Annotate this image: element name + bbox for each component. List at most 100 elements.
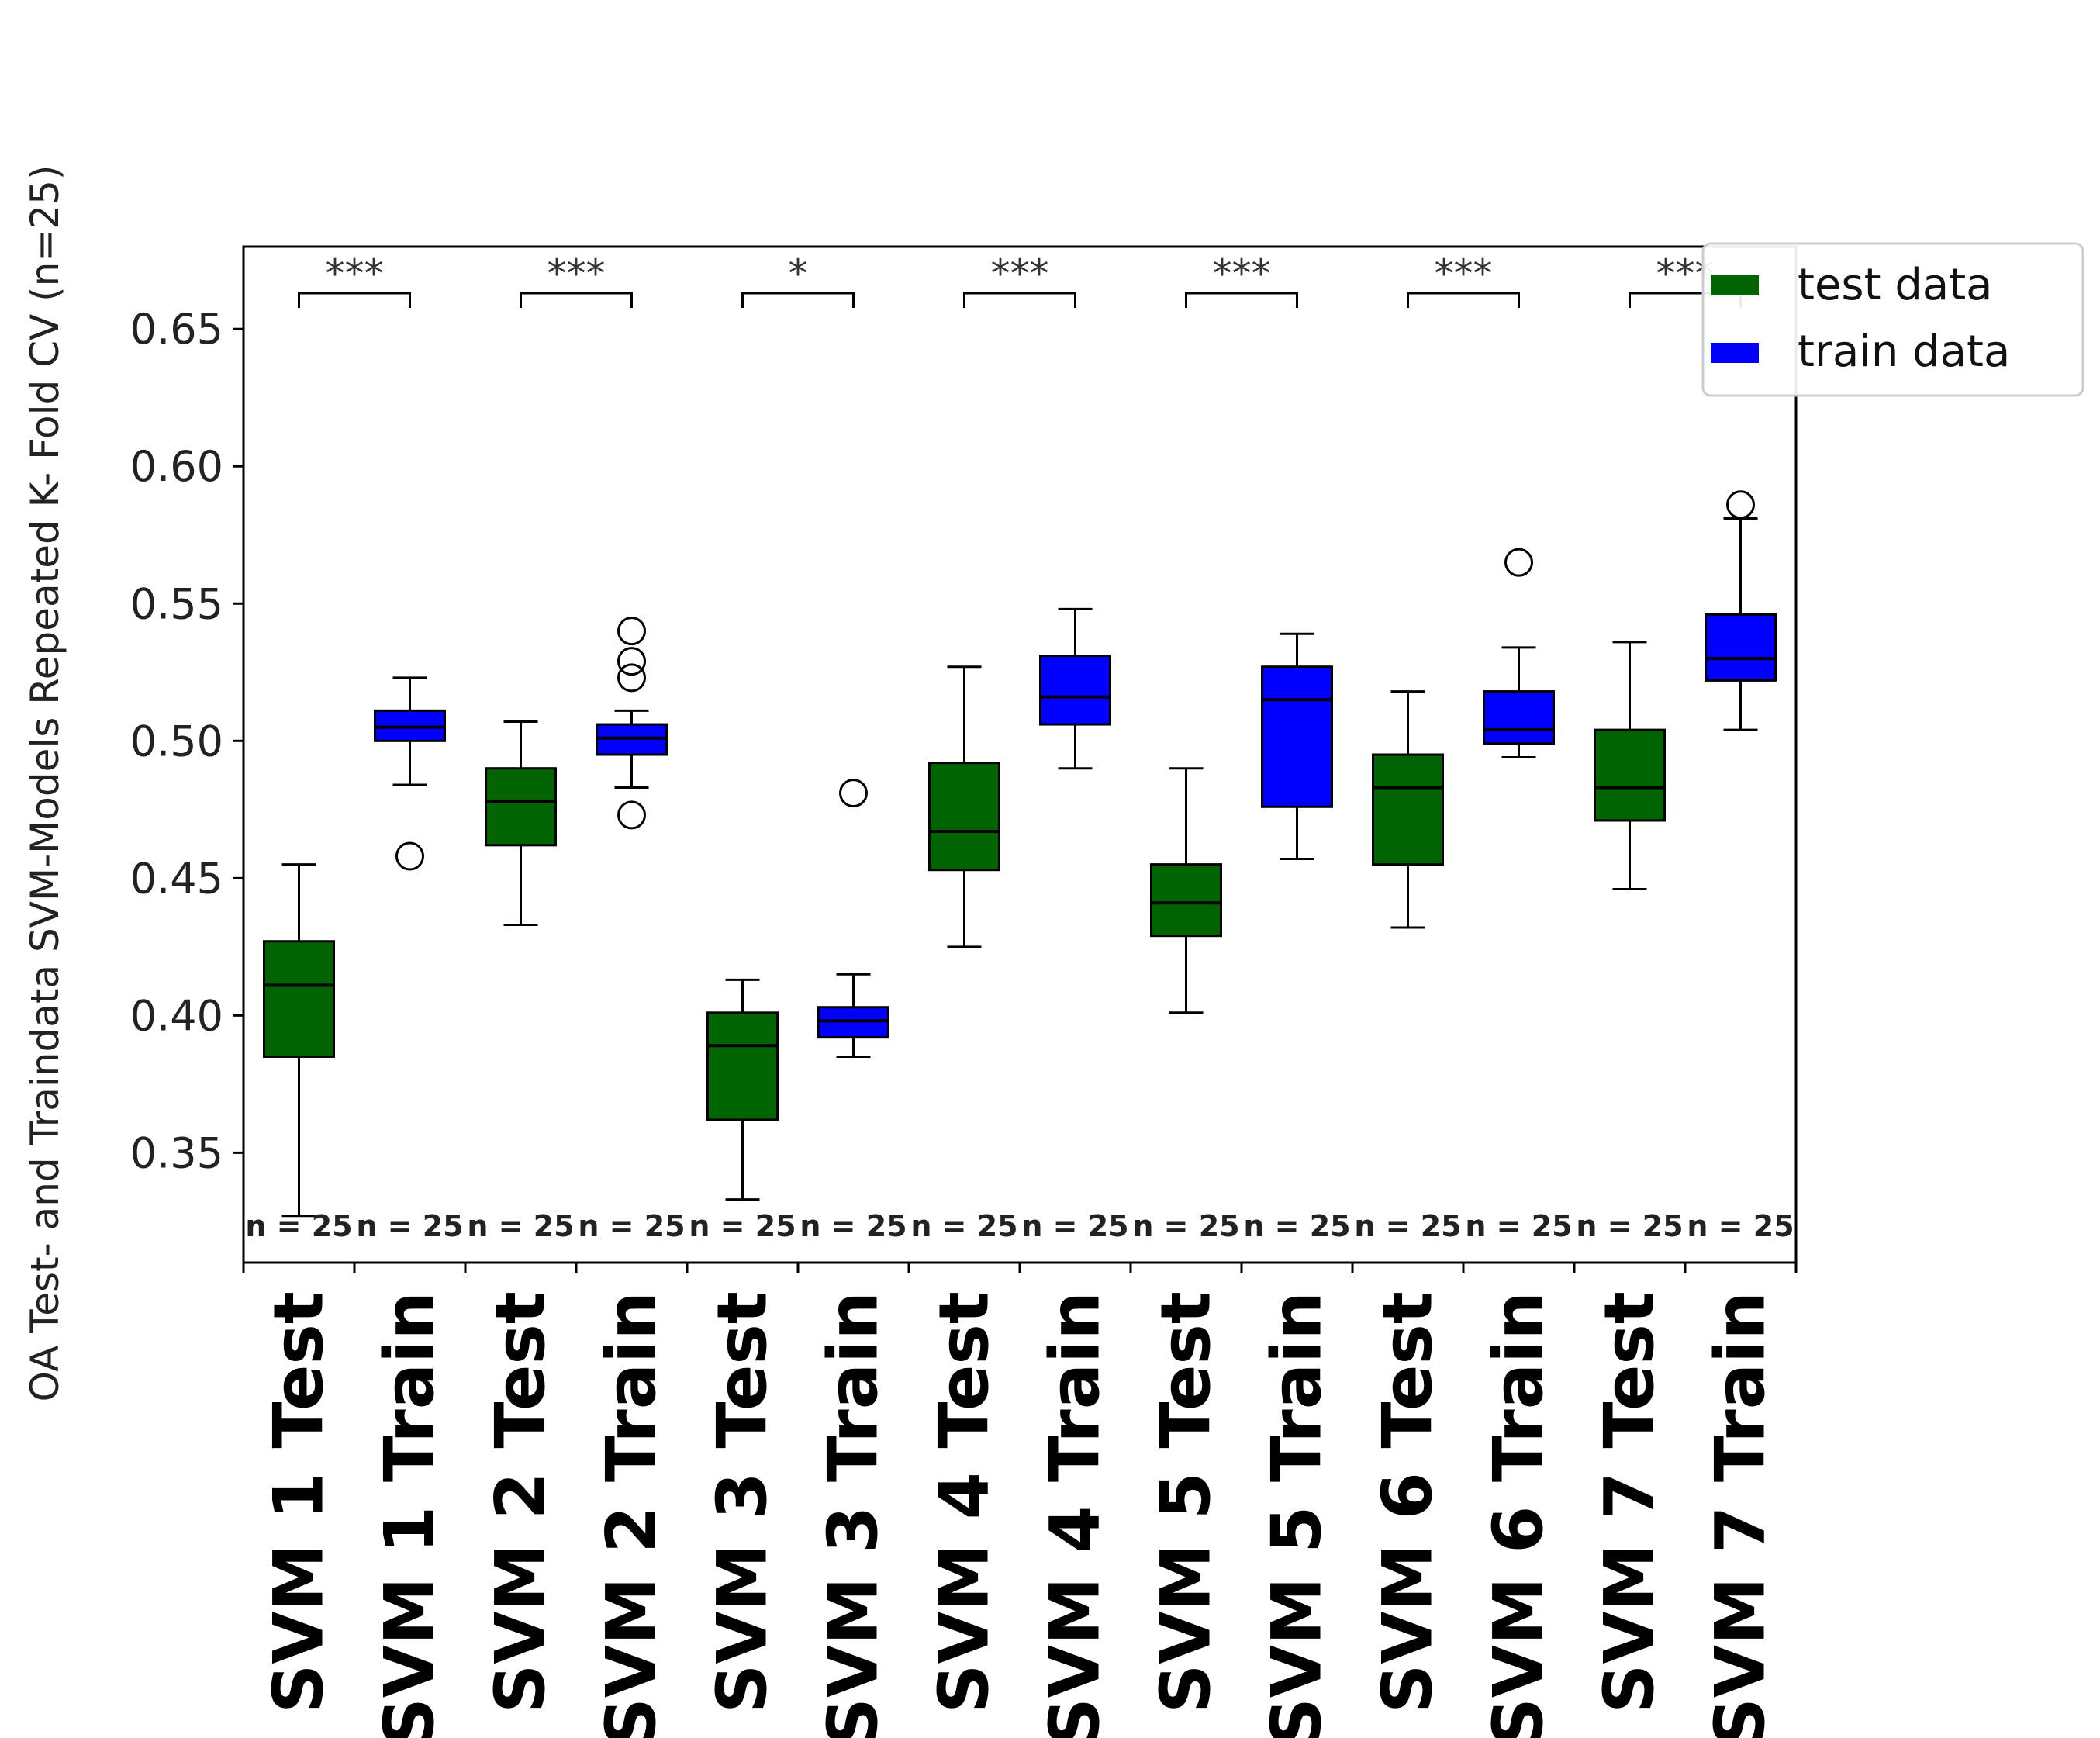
n-label: n = 25 — [1465, 1209, 1572, 1243]
n-label: n = 25 — [1687, 1209, 1794, 1243]
outlier-point — [395, 841, 424, 871]
x-tick-label: SVM 3 Test — [703, 1291, 782, 1713]
outlier-point — [617, 800, 646, 830]
box-iqr — [1372, 753, 1444, 866]
box-iqr — [1594, 728, 1666, 822]
x-tick-label: SVM 2 Test — [481, 1291, 561, 1713]
n-label: n = 25 — [1243, 1209, 1350, 1243]
box-iqr — [1261, 665, 1333, 808]
significance-bracket: *** — [1185, 251, 1298, 308]
significance-stars: *** — [1435, 251, 1493, 296]
n-label: n = 25 — [800, 1209, 907, 1243]
x-tick-label: SVM 1 Test — [259, 1291, 339, 1713]
x-tick-label: SVM 1 Train — [370, 1291, 450, 1738]
box-iqr — [1483, 690, 1555, 745]
legend-swatch-train — [1711, 343, 1759, 363]
n-label: n = 25 — [689, 1209, 796, 1243]
x-tick-label: SVM 2 Train — [592, 1291, 672, 1738]
outlier-point — [1726, 490, 1755, 520]
x-tick-label: SVM 3 Train — [813, 1291, 893, 1738]
significance-bracket: * — [741, 251, 855, 308]
y-tick-label: 0.65 — [130, 305, 223, 354]
y-tick-label: 0.35 — [130, 1128, 223, 1177]
significance-bracket: *** — [520, 251, 633, 308]
outlier-point — [839, 779, 868, 808]
box-iqr — [1150, 863, 1222, 938]
legend-label-train: train data — [1798, 327, 2010, 377]
box-iqr — [928, 762, 1000, 872]
box-9 — [1150, 767, 1222, 1014]
y-tick-label: 0.45 — [130, 854, 223, 903]
box-5 — [706, 978, 779, 1201]
significance-bracket: *** — [1407, 251, 1520, 308]
x-tick-label: SVM 7 Train — [1701, 1291, 1781, 1738]
bracket-line — [520, 292, 633, 308]
bracket-line — [1185, 292, 1298, 308]
significance-stars: * — [789, 251, 808, 296]
plot-area-frame — [242, 245, 1798, 1264]
x-tick-label: SVM 4 Test — [924, 1291, 1004, 1713]
significance-bracket: *** — [298, 251, 411, 308]
box-13 — [1594, 641, 1666, 890]
significance-stars: *** — [326, 251, 384, 296]
n-label: n = 25 — [1354, 1209, 1461, 1243]
outlier-point — [617, 647, 646, 676]
box-iqr — [1705, 613, 1777, 682]
n-label: n = 25 — [245, 1209, 352, 1243]
n-label: n = 25 — [578, 1209, 685, 1243]
outlier-point — [1504, 548, 1533, 577]
box-6 — [817, 779, 889, 1058]
box-12 — [1483, 548, 1555, 759]
box-iqr — [706, 1011, 779, 1121]
n-label: n = 25 — [1132, 1209, 1239, 1243]
significance-stars: *** — [547, 251, 606, 296]
bracket-line — [298, 292, 411, 308]
bracket-line — [963, 292, 1076, 308]
box-iqr — [263, 940, 335, 1058]
box-11 — [1372, 690, 1444, 929]
n-label: n = 25 — [467, 1209, 574, 1243]
box-iqr — [1039, 655, 1111, 726]
box-series — [263, 490, 1777, 1218]
x-tick-label: SVM 7 Test — [1590, 1291, 1670, 1713]
box-iqr — [485, 767, 557, 847]
outlier-point — [617, 663, 646, 693]
significance-bracket: *** — [963, 251, 1076, 308]
legend-swatch-test — [1711, 275, 1759, 295]
bracket-line — [741, 292, 855, 308]
y-tick-label: 0.55 — [130, 579, 223, 628]
box-1 — [263, 863, 335, 1218]
x-tick-label: SVM 6 Train — [1479, 1291, 1559, 1738]
box-2 — [374, 676, 446, 871]
box-10 — [1261, 632, 1333, 861]
box-4 — [596, 617, 668, 830]
y-tick-label: 0.40 — [130, 991, 223, 1040]
box-14 — [1705, 490, 1777, 731]
significance-stars: *** — [1213, 251, 1271, 296]
x-axis: SVM 1 Test SVM 1 Train SVM 2 Test SVM 2 Tra… — [242, 1263, 1798, 1738]
bracket-line — [1407, 292, 1520, 308]
n-label: n = 25 — [1576, 1209, 1683, 1243]
box-7 — [928, 665, 1000, 948]
y-tick-label: 0.50 — [130, 717, 223, 765]
x-tick-label: SVM 5 Train — [1257, 1291, 1337, 1738]
y-axis: 0.35 0.40 0.45 0.50 0.55 0.60 0.65 — [130, 305, 244, 1177]
legend-label-test: test data — [1798, 260, 1992, 310]
significance-annotations: *** *** * *** *** *** *** — [298, 251, 1742, 308]
legend-frame — [1701, 242, 2084, 397]
box-3 — [485, 720, 557, 927]
outlier-point — [617, 617, 646, 646]
x-tick-label: SVM 5 Test — [1146, 1291, 1226, 1713]
box-8 — [1039, 607, 1111, 770]
x-tick-label: SVM 4 Train — [1035, 1291, 1115, 1738]
n-label: n = 25 — [910, 1209, 1017, 1243]
legend: test data train data — [1701, 242, 2084, 397]
significance-stars: *** — [991, 251, 1049, 296]
y-axis-label: OA Test- and Traindata SVM-Models Repeat… — [22, 165, 67, 1402]
x-tick-label: SVM 6 Test — [1368, 1291, 1448, 1713]
n-label: n = 25 — [356, 1209, 463, 1243]
n-labels: n = 25 n = 25 n = 25 n = 25 n = 25 n = 25 n = … — [245, 1209, 1794, 1243]
y-tick-label: 0.60 — [130, 442, 223, 491]
n-label: n = 25 — [1021, 1209, 1128, 1243]
